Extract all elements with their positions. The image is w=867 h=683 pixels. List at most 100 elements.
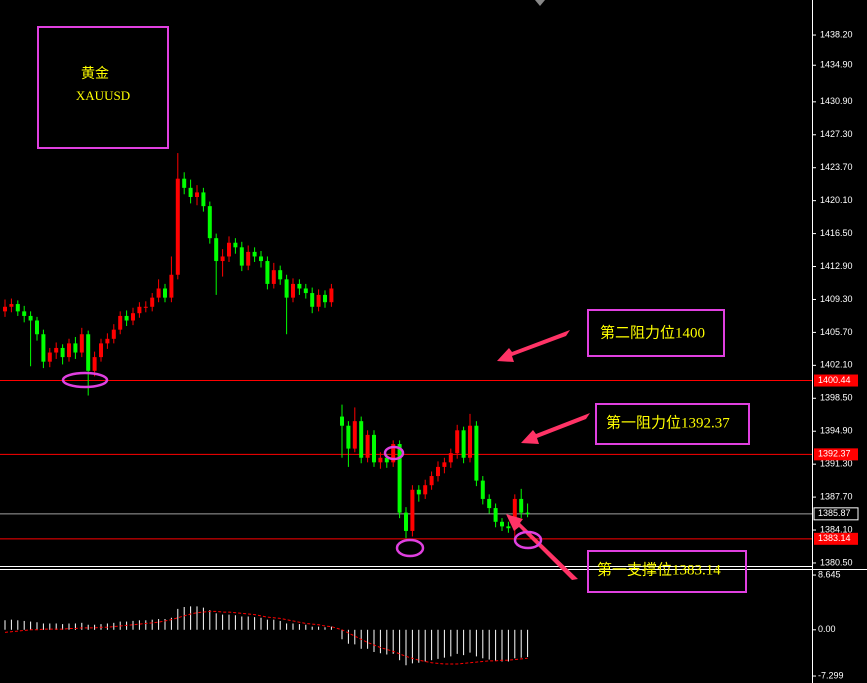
candle-body bbox=[41, 334, 46, 362]
y-tick-label: 1430.90 bbox=[820, 96, 853, 106]
y-tick-label: 1387.70 bbox=[820, 491, 853, 501]
symbol-box bbox=[37, 26, 169, 149]
y-tick-label: 1427.30 bbox=[820, 129, 853, 139]
annotation: 第一支撑位1383.14 bbox=[597, 560, 721, 578]
candle-body bbox=[67, 343, 71, 358]
candle-body bbox=[227, 242, 231, 257]
candle-body bbox=[448, 453, 453, 463]
candle-body bbox=[79, 334, 84, 353]
candle-body bbox=[493, 508, 498, 522]
price-level-tag bbox=[813, 507, 859, 521]
candle-body bbox=[278, 270, 283, 280]
y-tick-label: 1380.50 bbox=[820, 557, 853, 567]
candle-body bbox=[220, 256, 225, 262]
candle-body bbox=[455, 430, 460, 454]
candle-body bbox=[404, 512, 408, 531]
candle-body bbox=[525, 512, 530, 514]
highlight-ring bbox=[383, 445, 405, 461]
candle-body bbox=[131, 313, 135, 321]
candle-body bbox=[156, 288, 161, 298]
candle-body bbox=[86, 334, 91, 371]
candle-body bbox=[182, 178, 187, 188]
candle-body bbox=[303, 288, 308, 294]
shift-marker bbox=[535, 0, 545, 6]
candle-body bbox=[512, 498, 517, 529]
arrow bbox=[497, 330, 570, 362]
candle-body bbox=[271, 270, 276, 284]
candle-body bbox=[99, 343, 103, 358]
candle-body bbox=[259, 256, 263, 262]
candle-body bbox=[359, 421, 364, 458]
annotation-box bbox=[587, 550, 747, 593]
y-tick-label: 1409.30 bbox=[820, 294, 853, 304]
symbol-name: 黄金 bbox=[81, 65, 109, 82]
candle-body bbox=[137, 306, 142, 314]
arrow bbox=[506, 514, 578, 580]
candle-body bbox=[265, 261, 270, 284]
candle-body bbox=[352, 421, 357, 449]
candle-body bbox=[329, 288, 334, 303]
candle-body bbox=[239, 247, 244, 266]
candle-body bbox=[118, 315, 123, 330]
price-level-tag bbox=[814, 532, 858, 545]
candle-body bbox=[284, 279, 289, 298]
candle-body bbox=[105, 338, 110, 344]
candle-body bbox=[346, 425, 351, 449]
candle-body bbox=[169, 274, 174, 298]
y-tick-label: 1394.90 bbox=[820, 426, 853, 436]
candle-body bbox=[175, 178, 180, 275]
candle-body bbox=[28, 315, 33, 321]
candle-body bbox=[442, 462, 447, 467]
y-tick-label: 1420.10 bbox=[820, 195, 853, 205]
candle-body bbox=[35, 320, 39, 335]
candle-body bbox=[143, 306, 148, 308]
y-tick-label: 1416.50 bbox=[820, 228, 853, 238]
candle-body bbox=[461, 430, 466, 458]
y-tick-label: 0.00 bbox=[818, 624, 836, 634]
candle-body bbox=[252, 251, 257, 257]
candle-body bbox=[480, 480, 485, 499]
candle-body bbox=[365, 434, 370, 458]
signal-line bbox=[4, 610, 528, 665]
candle-body bbox=[423, 485, 428, 495]
y-tick-label: 8.645 bbox=[818, 569, 841, 579]
candle-body bbox=[487, 498, 492, 509]
candle-body bbox=[323, 294, 327, 303]
candle-body bbox=[384, 457, 389, 463]
candle-body bbox=[500, 521, 504, 527]
candle-body bbox=[3, 306, 7, 312]
y-tick-label: 1391.30 bbox=[820, 459, 853, 469]
candle-body bbox=[372, 434, 376, 463]
candle-body bbox=[60, 347, 65, 358]
candle-body bbox=[397, 444, 402, 513]
candle-body bbox=[54, 347, 59, 353]
candle-body bbox=[92, 357, 97, 371]
y-tick-label: 1412.90 bbox=[820, 261, 853, 271]
candle-body bbox=[73, 343, 78, 353]
candle-body bbox=[233, 242, 238, 248]
y-tick-label: -7.299 bbox=[818, 670, 844, 680]
candle-body bbox=[378, 457, 383, 463]
candle-body bbox=[47, 352, 52, 362]
candle-body bbox=[163, 288, 167, 298]
candle-body bbox=[150, 297, 155, 307]
y-tick-label: 1384.10 bbox=[820, 524, 853, 534]
y-tick-label: 1438.20 bbox=[820, 29, 853, 39]
candle-body bbox=[124, 315, 129, 321]
annotation-box bbox=[595, 403, 750, 445]
y-tick-label: 1423.70 bbox=[820, 162, 853, 172]
candle-body bbox=[22, 311, 27, 316]
candle-body bbox=[188, 187, 193, 197]
candle-body bbox=[506, 526, 511, 529]
candle-body bbox=[9, 304, 14, 307]
y-tick-label: 1398.50 bbox=[820, 393, 853, 403]
price-level-tag bbox=[814, 448, 858, 461]
candle-body bbox=[316, 294, 321, 307]
candle-body bbox=[246, 251, 251, 266]
candle-body bbox=[340, 416, 344, 426]
arrow bbox=[521, 413, 590, 444]
candle-body bbox=[15, 304, 20, 312]
candle-body bbox=[195, 192, 199, 197]
candle-body bbox=[297, 283, 302, 289]
